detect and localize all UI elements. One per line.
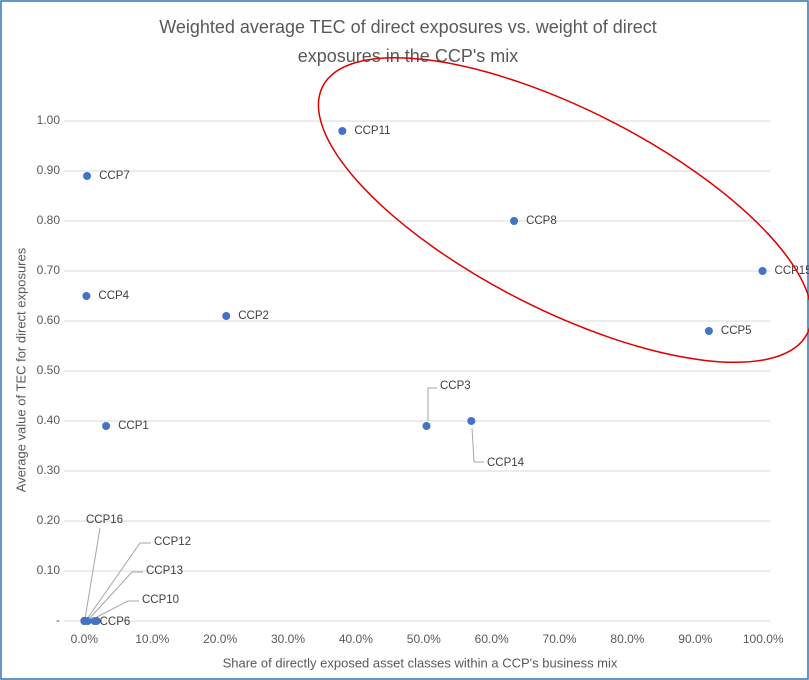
x-tick-label: 90.0% (678, 632, 712, 646)
x-tick-label: 10.0% (135, 632, 169, 646)
point (758, 267, 767, 275)
y-tick-label: 1.00 (37, 113, 61, 127)
x-tick-label: 30.0% (271, 632, 305, 646)
x-axis-title: Share of directly exposed asset classes … (223, 655, 618, 670)
chart-title-line: exposures in the CCP's mix (298, 46, 519, 66)
point (467, 417, 476, 425)
point (510, 217, 519, 225)
point-label: CCP11 (354, 125, 390, 137)
point (102, 422, 111, 430)
point-label: CCP5 (721, 325, 752, 337)
point-label: CCP15 (775, 265, 809, 277)
point-label: CCP3 (440, 380, 471, 392)
y-tick-label: 0.90 (37, 163, 61, 177)
y-tick-label: 0.70 (37, 263, 61, 277)
leader-line (92, 600, 139, 620)
x-tick-label: 50.0% (407, 632, 441, 646)
point (338, 127, 347, 135)
point-label: CCP16 (86, 514, 123, 526)
point-label: CCP1 (118, 420, 149, 432)
leader-line (88, 571, 143, 620)
y-tick-label: 0.10 (37, 563, 61, 577)
point (422, 422, 431, 430)
point-label: CCP4 (98, 290, 129, 302)
x-tick-label: 70.0% (543, 632, 577, 646)
point (82, 292, 91, 300)
y-tick-label: 0.60 (37, 313, 61, 327)
y-tick-label: - (56, 613, 60, 627)
x-tick-label: 0.0% (71, 632, 99, 646)
grid: - 0.10 0.20 0.30 0.40 0.50 0.60 0.70 0.80 0.90 1.0… (37, 113, 784, 646)
x-tick-label: 100.0% (743, 632, 784, 646)
marks: CCP11 CCP7 CCP8 CCP15 CCP4 CCP2 CCP5 CCP1 CCP3 CC… (80, 125, 809, 628)
chart-title-line: Weighted average TEC of direct exposures… (159, 17, 657, 37)
point-label: CCP2 (238, 310, 269, 322)
point-label: CCP14 (487, 457, 525, 469)
y-tick-label: 0.50 (37, 363, 61, 377)
y-tick-label: 0.40 (37, 413, 61, 427)
point (83, 617, 92, 625)
point (222, 312, 231, 320)
point-label: CCP12 (154, 536, 191, 548)
point-label: CCP7 (99, 170, 130, 182)
x-tick-label: 80.0% (610, 632, 644, 646)
point (704, 327, 713, 335)
point-label: CCP6 (100, 616, 131, 628)
point-label: CCP13 (146, 565, 183, 577)
y-tick-label: 0.80 (37, 213, 61, 227)
x-tick-label: 60.0% (475, 632, 509, 646)
leader-line (84, 527, 101, 620)
highlight-ellipse (317, 56, 809, 364)
leader-line (427, 387, 437, 421)
point (83, 172, 92, 180)
point-label: CCP8 (526, 215, 557, 227)
point-label: CCP10 (142, 594, 179, 606)
y-axis-title: Average value of TEC for direct exposure… (13, 247, 28, 492)
point (92, 617, 101, 625)
leader-line (471, 427, 484, 463)
y-tick-label: 0.20 (37, 513, 61, 527)
leader-line (86, 542, 151, 620)
x-tick-label: 40.0% (339, 632, 373, 646)
y-tick-label: 0.30 (37, 463, 61, 477)
x-tick-label: 20.0% (203, 632, 237, 646)
